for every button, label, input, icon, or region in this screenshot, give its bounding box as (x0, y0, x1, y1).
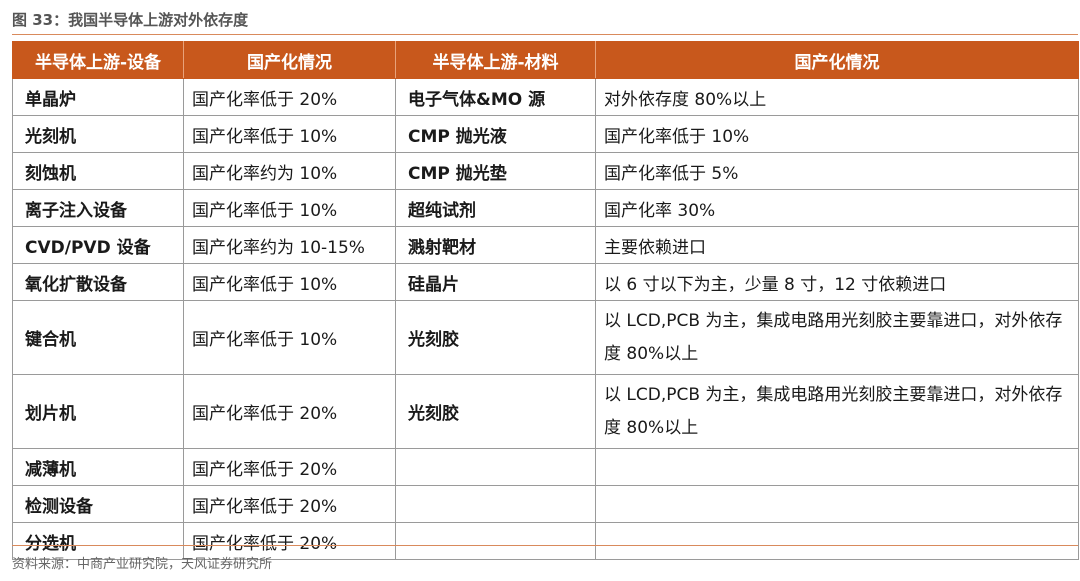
equipment-status-cell: 国产化率低于 10% (183, 263, 396, 301)
equipment-cell: 检测设备 (12, 485, 184, 523)
material-cell (395, 448, 596, 486)
table-row: 单晶炉 国产化率低于 20% 电子气体&MO 源 对外依存度 80%以上 (12, 78, 1079, 116)
equipment-status-cell: 国产化率约为 10% (183, 152, 396, 190)
material-cell: 硅晶片 (395, 263, 596, 301)
material-cell: CMP 抛光垫 (395, 152, 596, 190)
header-row: 半导体上游-设备 国产化情况 半导体上游-材料 国产化情况 (12, 41, 1079, 79)
header-material: 半导体上游-材料 (395, 41, 596, 79)
material-cell: 溅射靶材 (395, 226, 596, 264)
equipment-cell: 减薄机 (12, 448, 184, 486)
source-note: 资料来源：中商产业研究院，天风证券研究所 (12, 557, 273, 572)
material-cell (395, 485, 596, 523)
table-row: 划片机 国产化率低于 20% 光刻胶 以 LCD,PCB 为主，集成电路用光刻胶… (12, 374, 1079, 449)
table-row: 键合机 国产化率低于 10% 光刻胶 以 LCD,PCB 为主，集成电路用光刻胶… (12, 300, 1079, 375)
material-status-cell: 国产化率 30% (595, 189, 1079, 227)
material-status-cell (595, 485, 1079, 523)
equipment-status-cell: 国产化率低于 20% (183, 522, 396, 560)
material-status-cell: 国产化率低于 5% (595, 152, 1079, 190)
equipment-cell: 离子注入设备 (12, 189, 184, 227)
equipment-status-cell: 国产化率低于 20% (183, 78, 396, 116)
header-equipment: 半导体上游-设备 (12, 41, 184, 79)
table-row: 刻蚀机 国产化率约为 10% CMP 抛光垫 国产化率低于 5% (12, 152, 1079, 190)
equipment-status-cell: 国产化率低于 10% (183, 300, 396, 375)
material-status-cell (595, 448, 1079, 486)
equipment-cell: 单晶炉 (12, 78, 184, 116)
equipment-status-cell: 国产化率低于 10% (183, 189, 396, 227)
equipment-status-cell: 国产化率低于 10% (183, 115, 396, 153)
equipment-cell: 分选机 (12, 522, 184, 560)
top-rule (12, 34, 1078, 35)
equipment-cell: 光刻机 (12, 115, 184, 153)
material-status-cell: 主要依赖进口 (595, 226, 1079, 264)
header-equipment-status: 国产化情况 (183, 41, 396, 79)
table-row: 光刻机 国产化率低于 10% CMP 抛光液 国产化率低于 10% (12, 115, 1079, 153)
table-row: 氧化扩散设备 国产化率低于 10% 硅晶片 以 6 寸以下为主，少量 8 寸，1… (12, 263, 1079, 301)
table-row: 分选机 国产化率低于 20% (12, 522, 1079, 560)
equipment-status-cell: 国产化率低于 20% (183, 448, 396, 486)
equipment-status-cell: 国产化率约为 10-15% (183, 226, 396, 264)
table-row: 减薄机 国产化率低于 20% (12, 448, 1079, 486)
material-status-cell: 以 LCD,PCB 为主，集成电路用光刻胶主要靠进口，对外依存度 80%以上 (595, 300, 1079, 375)
material-status-cell (595, 522, 1079, 560)
bottom-rule (12, 545, 1078, 546)
material-cell: 超纯试剂 (395, 189, 596, 227)
equipment-cell: 刻蚀机 (12, 152, 184, 190)
equipment-cell: 氧化扩散设备 (12, 263, 184, 301)
material-cell (395, 522, 596, 560)
figure-title: 图 33：我国半导体上游对外依存度 (12, 11, 249, 29)
material-cell: 光刻胶 (395, 300, 596, 375)
material-status-cell: 以 LCD,PCB 为主，集成电路用光刻胶主要靠进口，对外依存度 80%以上 (595, 374, 1079, 449)
table-row: 离子注入设备 国产化率低于 10% 超纯试剂 国产化率 30% (12, 189, 1079, 227)
material-cell: 光刻胶 (395, 374, 596, 449)
equipment-cell: CVD/PVD 设备 (12, 226, 184, 264)
header-material-status: 国产化情况 (595, 41, 1079, 79)
table-row: 检测设备 国产化率低于 20% (12, 485, 1079, 523)
material-cell: 电子气体&MO 源 (395, 78, 596, 116)
table-row: CVD/PVD 设备 国产化率约为 10-15% 溅射靶材 主要依赖进口 (12, 226, 1079, 264)
material-status-cell: 国产化率低于 10% (595, 115, 1079, 153)
material-status-cell: 以 6 寸以下为主，少量 8 寸，12 寸依赖进口 (595, 263, 1079, 301)
material-status-cell: 对外依存度 80%以上 (595, 78, 1079, 116)
equipment-cell: 划片机 (12, 374, 184, 449)
equipment-status-cell: 国产化率低于 20% (183, 374, 396, 449)
material-cell: CMP 抛光液 (395, 115, 596, 153)
equipment-cell: 键合机 (12, 300, 184, 375)
dependency-table: 半导体上游-设备 国产化情况 半导体上游-材料 国产化情况 单晶炉 国产化率低于… (12, 41, 1079, 560)
equipment-status-cell: 国产化率低于 20% (183, 485, 396, 523)
